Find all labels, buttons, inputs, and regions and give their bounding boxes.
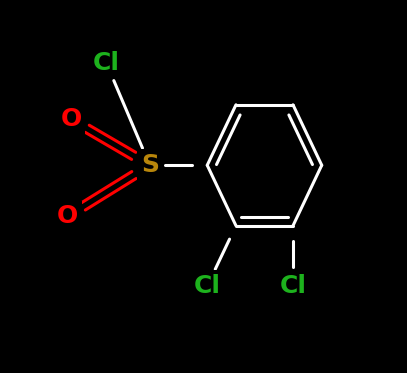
Text: O: O <box>57 204 78 228</box>
Text: S: S <box>141 153 159 177</box>
Text: Cl: Cl <box>280 274 306 298</box>
Text: Cl: Cl <box>194 274 221 298</box>
Text: Cl: Cl <box>93 51 120 75</box>
Text: O: O <box>61 107 82 131</box>
